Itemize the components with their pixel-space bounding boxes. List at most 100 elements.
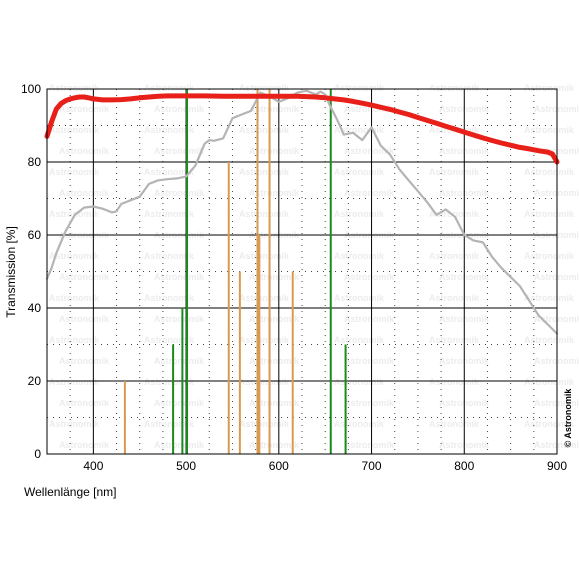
- watermark-text: Astronomik: [249, 356, 300, 366]
- watermark-text: Astronomik: [154, 356, 205, 366]
- watermark-text: Astronomik: [154, 104, 205, 114]
- watermark-text: Astronomik: [49, 419, 100, 429]
- watermark-text: Astronomik: [524, 125, 575, 135]
- series-layer: [44, 89, 560, 335]
- watermark-text: Astronomik: [59, 356, 110, 366]
- watermark-text: Astronomik: [249, 146, 300, 156]
- watermark-text: Astronomik: [49, 293, 100, 303]
- watermark-text: Astronomik: [59, 188, 110, 198]
- watermark-text: Astronomik: [154, 188, 205, 198]
- watermark-text: Astronomik: [249, 272, 300, 282]
- y-tick-label: 0: [34, 447, 41, 461]
- watermark-text: Astronomik: [239, 293, 290, 303]
- x-tick-label: 800: [454, 459, 474, 473]
- x-axis-label: Wellenlänge [nm]: [24, 485, 117, 499]
- watermark-text: Astronomik: [524, 251, 575, 261]
- watermark-text: Astronomik: [239, 209, 290, 219]
- plot-frame: [46, 88, 558, 455]
- watermark-text: Astronomik: [144, 209, 195, 219]
- watermark-text: Astronomik: [249, 440, 300, 450]
- watermark-text: Astronomik: [59, 272, 110, 282]
- watermark-text: Astronomik: [59, 104, 110, 114]
- watermark-text: Astronomik: [154, 314, 205, 324]
- watermark-text: Astronomik: [334, 419, 385, 429]
- watermark-text: Astronomik: [429, 167, 480, 177]
- watermark-text: Astronomik: [239, 251, 290, 261]
- watermark-text: Astronomik: [49, 167, 100, 177]
- y-tick-label: 60: [28, 228, 42, 242]
- transmission-curve-gray: [45, 89, 559, 335]
- watermark-text: Astronomik: [144, 167, 195, 177]
- watermark-text: Astronomik: [59, 314, 110, 324]
- watermark-text: Astronomik: [524, 167, 575, 177]
- watermark-text: Astronomik: [429, 293, 480, 303]
- watermark-text: Astronomik: [239, 83, 290, 93]
- watermark-text: Astronomik: [154, 440, 205, 450]
- watermark-text: Astronomik: [429, 377, 480, 387]
- watermark-text: Astronomik: [144, 335, 195, 345]
- watermark-text: Astronomik: [144, 377, 195, 387]
- watermark-text: Astronomik: [429, 335, 480, 345]
- watermark-text: Astronomik: [344, 104, 395, 114]
- watermark-text: Astronomik: [334, 167, 385, 177]
- watermark-text: Astronomik: [239, 419, 290, 429]
- watermark-text: Astronomik: [144, 83, 195, 93]
- watermark-text: Astronomik: [239, 377, 290, 387]
- watermark-text: Astronomik: [344, 398, 395, 408]
- watermark-text: Astronomik: [59, 146, 110, 156]
- watermark-text: Astronomik: [239, 167, 290, 177]
- y-tick-label: 80: [28, 155, 42, 169]
- watermark-text: Astronomik: [524, 335, 575, 345]
- transmission-curve-red: [44, 93, 560, 165]
- x-tick-label: 400: [83, 459, 103, 473]
- watermark-text: Astronomik: [49, 83, 100, 93]
- watermark-text: Astronomik: [59, 398, 110, 408]
- watermark-text: Astronomik: [144, 293, 195, 303]
- watermark-text: Astronomik: [334, 251, 385, 261]
- watermark-text: Astronomik: [334, 209, 385, 219]
- watermark-text: Astronomik: [249, 398, 300, 408]
- watermark-text: Astronomik: [154, 272, 205, 282]
- tick-labels: 400 500 600 700 800 900 0 20 40 60 80 100: [21, 82, 567, 473]
- watermark-text: Astronomik: [334, 293, 385, 303]
- watermark-text: Astronomik: [344, 272, 395, 282]
- watermark-text: Astronomik: [344, 356, 395, 366]
- watermark-text: Astronomik: [249, 188, 300, 198]
- watermark-text: Astronomik: [429, 251, 480, 261]
- watermark-text: Astronomik: [429, 419, 480, 429]
- watermark-text: Astronomik: [524, 293, 575, 303]
- watermark-text: Astronomik: [524, 209, 575, 219]
- watermark-text: Astronomik: [144, 251, 195, 261]
- watermark-text: Astronomik: [49, 125, 100, 135]
- watermark-text: Astronomik: [154, 398, 205, 408]
- watermark-text: Astronomik: [239, 125, 290, 135]
- watermark-text: Astronomik: [49, 335, 100, 345]
- x-tick-label: 500: [176, 459, 196, 473]
- watermark-text: Astronomik: [524, 419, 575, 429]
- watermark-text: Astronomik: [344, 188, 395, 198]
- watermark-text: Astronomik: [59, 440, 110, 450]
- watermark-text: Astronomik: [334, 125, 385, 135]
- watermark-text: Astronomik: [344, 314, 395, 324]
- y-tick-label: 40: [28, 301, 42, 315]
- watermark-text: Astronomik: [344, 146, 395, 156]
- watermark-layer: Astronomik Astronomik Astronomik Astronomik…: [49, 83, 579, 450]
- watermark-text: Astronomik: [144, 419, 195, 429]
- watermark-text: Astronomik: [524, 377, 575, 387]
- watermark-text: Astronomik: [334, 83, 385, 93]
- watermark-text: Astronomik: [334, 377, 385, 387]
- copyright-credit: © Astronomik: [563, 388, 573, 448]
- x-tick-label: 900: [547, 459, 567, 473]
- watermark-text: Astronomik: [49, 377, 100, 387]
- watermark-text: Astronomik: [239, 335, 290, 345]
- y-tick-label: 20: [28, 374, 42, 388]
- watermark-text: Astronomik: [429, 83, 480, 93]
- watermark-text: Astronomik: [334, 335, 385, 345]
- watermark-text: Astronomik: [249, 314, 300, 324]
- watermark-text: Astronomik: [249, 104, 300, 114]
- watermark-text: Astronomik: [429, 209, 480, 219]
- x-tick-label: 600: [269, 459, 289, 473]
- watermark-text: Astronomik: [49, 251, 100, 261]
- y-tick-label: 100: [21, 82, 41, 96]
